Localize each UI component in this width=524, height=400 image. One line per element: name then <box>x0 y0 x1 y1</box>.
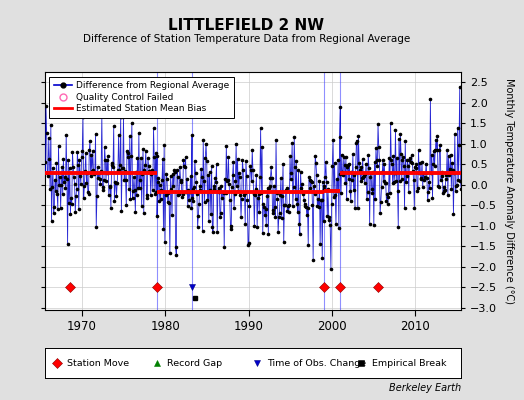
Text: Station Move: Station Move <box>68 358 129 368</box>
Text: Empirical Break: Empirical Break <box>372 358 446 368</box>
Text: Record Gap: Record Gap <box>168 358 223 368</box>
Text: Time of Obs. Change: Time of Obs. Change <box>267 358 366 368</box>
Text: Difference of Station Temperature Data from Regional Average: Difference of Station Temperature Data f… <box>83 34 410 44</box>
Text: LITTLEFIELD 2 NW: LITTLEFIELD 2 NW <box>168 18 324 33</box>
Text: Berkeley Earth: Berkeley Earth <box>389 383 461 393</box>
Legend: Difference from Regional Average, Quality Control Failed, Estimated Station Mean: Difference from Regional Average, Qualit… <box>49 76 234 118</box>
Y-axis label: Monthly Temperature Anomaly Difference (°C): Monthly Temperature Anomaly Difference (… <box>504 78 514 304</box>
